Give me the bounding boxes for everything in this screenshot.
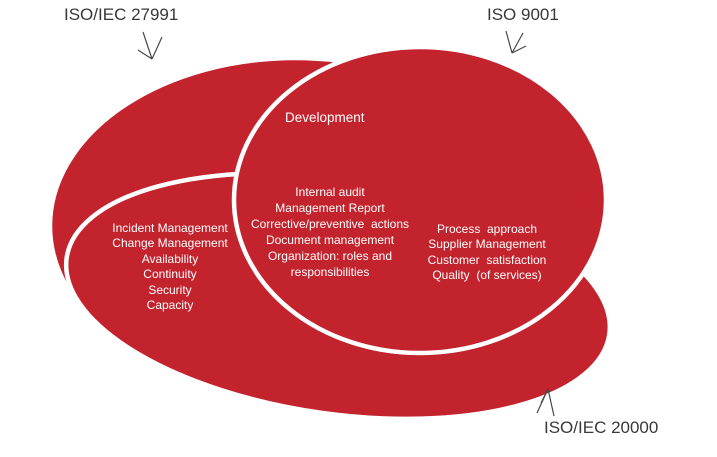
zone-center-block: Internal audit Management Report Correct…: [251, 184, 409, 280]
zone-line: Quality (of services): [432, 268, 542, 283]
zone-left-block: Incident Management Change Management Av…: [112, 221, 227, 313]
label-iso-20000: ISO/IEC 20000: [544, 418, 659, 437]
zone-line: Availability: [141, 251, 199, 266]
zone-line: Continuity: [143, 267, 197, 282]
zone-line: Document management: [265, 233, 395, 247]
arrow-down-right-icon: [137, 31, 163, 60]
zone-line: Capacity: [146, 298, 194, 313]
zone-line: Process approach: [436, 222, 538, 236]
zone-line: Internal audit: [295, 185, 365, 199]
zone-line: Corrective/preventive actions: [250, 217, 410, 231]
zone-line: Management Report: [275, 201, 385, 215]
label-iso-9001: ISO 9001: [487, 5, 559, 24]
label-iso-27991: ISO/IEC 27991: [64, 5, 179, 24]
zone-line: Incident Management: [112, 221, 228, 235]
arrow-down-left-icon: [505, 30, 527, 54]
zone-line: Supplier Management: [428, 237, 546, 252]
zone-development-label: Development: [285, 110, 365, 125]
arrow-up-icon: [536, 388, 555, 417]
zone-right-block: Process approach Supplier Management Cus…: [428, 222, 547, 284]
zone-line: Organization: roles and: [267, 249, 393, 263]
ellipse-iso-9001: [231, 44, 609, 356]
zone-line: Change Management: [112, 236, 228, 251]
zone-line: responsibilities: [290, 265, 370, 279]
zone-line: Security: [148, 282, 192, 297]
zone-line: Customer satisfaction: [427, 252, 547, 267]
